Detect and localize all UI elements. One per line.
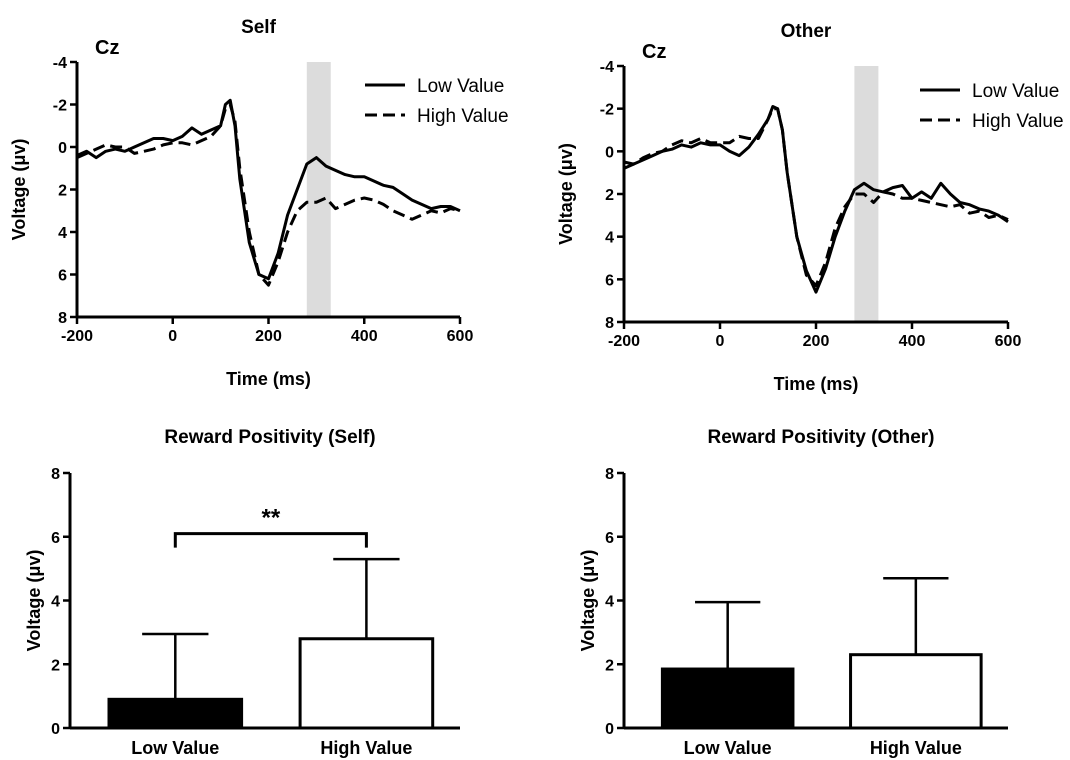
y-tick-label: 4 xyxy=(605,230,614,247)
legend-label: High Value xyxy=(417,106,509,127)
y-tick-label: -4 xyxy=(53,55,67,72)
x-axis-title: Time (ms) xyxy=(774,374,859,394)
significance-marker: ** xyxy=(262,505,281,532)
x-tick-label: -200 xyxy=(61,328,93,345)
panel-title: Self xyxy=(241,17,277,38)
y-tick-label: 0 xyxy=(605,721,614,738)
x-tick-label: 200 xyxy=(255,328,282,345)
legend-label: Low Value xyxy=(417,76,504,97)
series-line-high-value xyxy=(76,103,461,287)
analysis-window-highlight xyxy=(306,62,331,317)
x-axis-title: Time (ms) xyxy=(226,369,311,389)
legend-label: Low Value xyxy=(972,81,1059,102)
x-tick-label: -200 xyxy=(608,333,640,350)
y-axis-title: Voltage (μv) xyxy=(9,139,29,241)
channel-label: Cz xyxy=(95,37,119,59)
y-tick-label: 2 xyxy=(605,657,614,674)
x-tick-label: 0 xyxy=(168,328,177,345)
y-tick-label: 2 xyxy=(58,183,67,200)
panel-title: Reward Positivity (Self) xyxy=(164,427,375,448)
x-tick-label: 600 xyxy=(447,328,474,345)
x-tick-label: 600 xyxy=(995,333,1022,350)
bar-low-value xyxy=(107,697,244,730)
y-tick-label: 6 xyxy=(605,272,614,289)
y-axis-title: Voltage (μv) xyxy=(578,550,598,652)
bar-low-value xyxy=(660,667,795,730)
series-line-low-value xyxy=(76,98,461,281)
series-line-high-value xyxy=(623,107,1009,288)
y-tick-label: 8 xyxy=(51,466,60,483)
y-tick-label: 4 xyxy=(605,594,614,611)
panel-title: Reward Positivity (Other) xyxy=(708,427,935,448)
y-tick-label: 6 xyxy=(51,530,60,547)
x-tick-label: 400 xyxy=(899,333,926,350)
y-axis-title: Voltage (μv) xyxy=(556,143,576,245)
significance-bracket xyxy=(173,532,368,548)
legend-label: High Value xyxy=(972,111,1064,132)
y-axis-title: Voltage (μv) xyxy=(24,550,44,652)
y-tick-label: 0 xyxy=(51,721,60,738)
erp-panel-self: -4 -2 0 2 4 6 8-200 0 200 400 600 Low Value High Val… xyxy=(9,17,509,389)
channel-label: Cz xyxy=(642,41,666,63)
y-tick-label: 8 xyxy=(605,466,614,483)
y-tick-label: 6 xyxy=(605,530,614,547)
y-tick-label: 6 xyxy=(58,268,67,285)
bar-high-value xyxy=(849,653,983,730)
y-tick-label: 2 xyxy=(51,657,60,674)
bar-panel-self: Low Value High Value 0 2 4 6 8 ** Reward Positiv… xyxy=(24,427,460,758)
category-label: High Value xyxy=(320,738,412,758)
y-tick-label: 0 xyxy=(605,144,614,161)
category-label: High Value xyxy=(870,738,962,758)
y-tick-label: -4 xyxy=(600,59,614,76)
y-tick-label: 4 xyxy=(51,594,60,611)
x-tick-label: 400 xyxy=(351,328,378,345)
y-tick-label: -2 xyxy=(600,102,614,119)
category-label: Low Value xyxy=(131,738,219,758)
panel-title: Other xyxy=(781,21,832,42)
bar-high-value xyxy=(298,637,435,730)
y-tick-label: 8 xyxy=(58,310,67,327)
series-line-low-value xyxy=(623,105,1009,294)
x-tick-label: 200 xyxy=(803,333,830,350)
category-label: Low Value xyxy=(684,738,772,758)
x-tick-label: 0 xyxy=(716,333,725,350)
y-tick-label: 2 xyxy=(605,187,614,204)
erp-panel-other: -4 -2 0 2 4 6 8-200 0 200 400 600 Low Value High Val… xyxy=(556,21,1064,394)
y-tick-label: 0 xyxy=(58,140,67,157)
y-tick-label: 8 xyxy=(605,315,614,332)
y-tick-label: -2 xyxy=(53,98,67,115)
bar-panel-other: Low Value High Value 0 2 4 6 8 Reward Positivit… xyxy=(578,427,1008,758)
y-tick-label: 4 xyxy=(58,225,67,242)
